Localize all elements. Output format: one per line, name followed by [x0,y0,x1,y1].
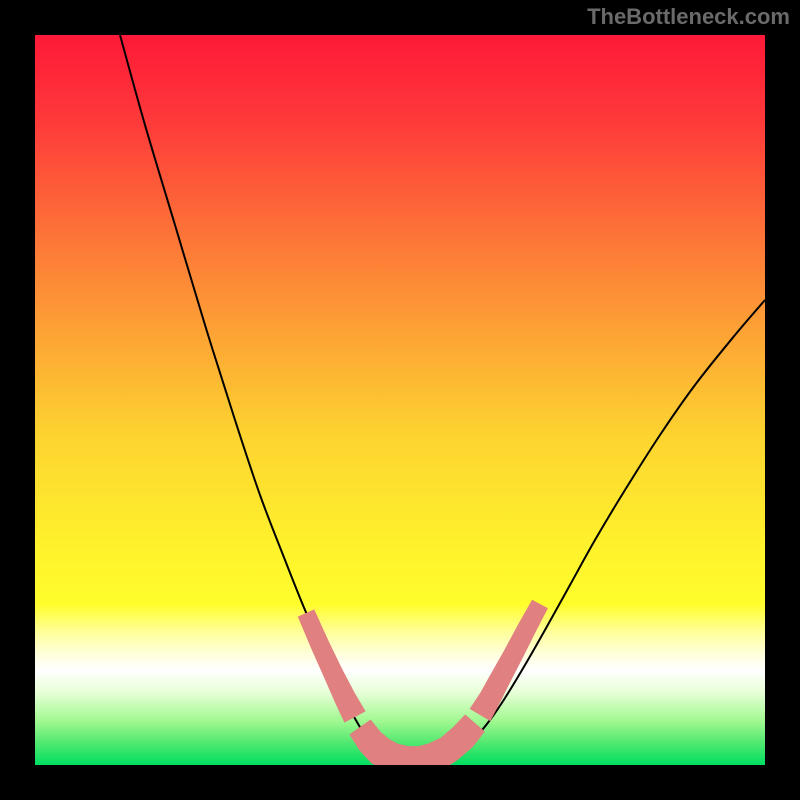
watermark-text: TheBottleneck.com [587,4,790,30]
chart-svg [35,35,765,765]
plot-area [35,35,765,765]
chart-container: TheBottleneck.com [0,0,800,800]
